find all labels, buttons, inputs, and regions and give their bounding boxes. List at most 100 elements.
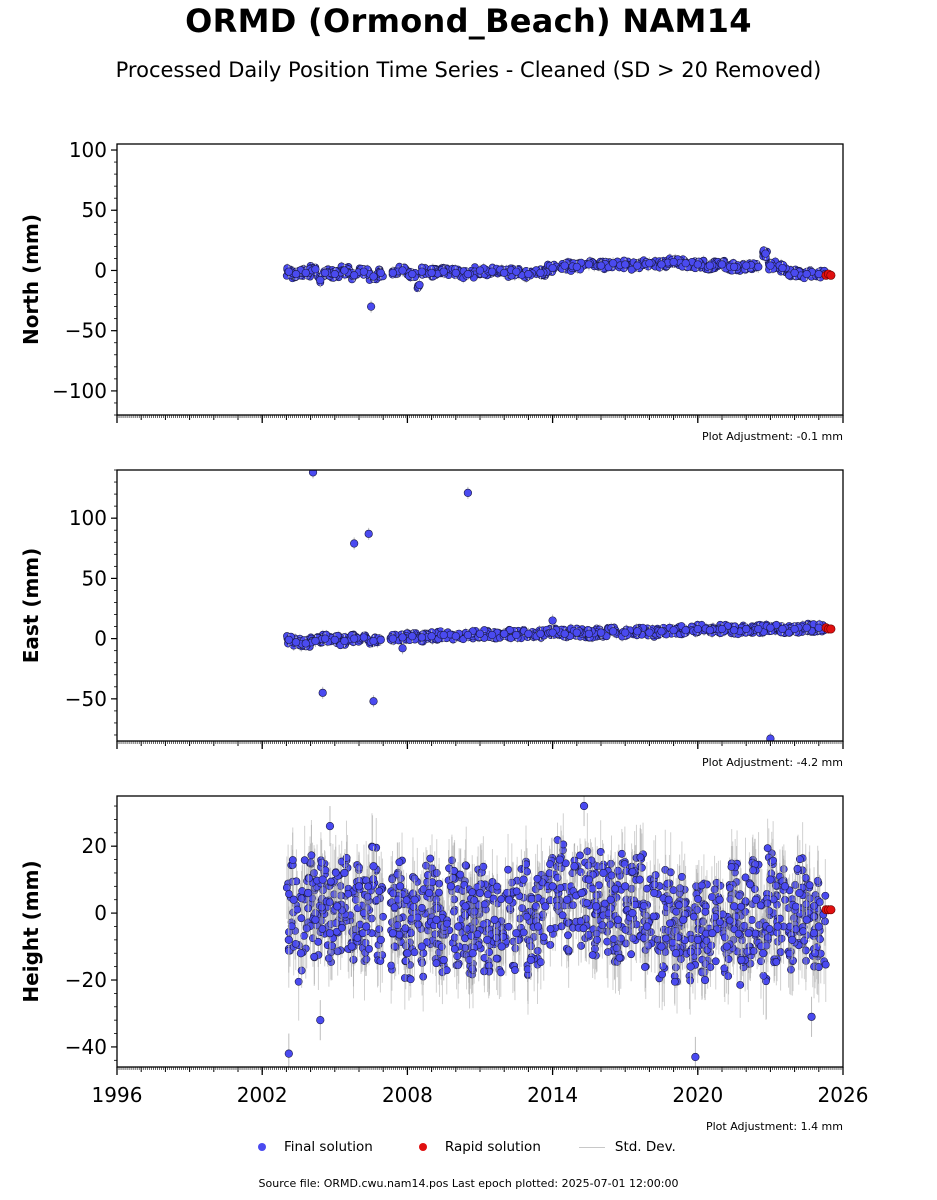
final-solution-point xyxy=(802,623,811,632)
y-tick-label: 0 xyxy=(94,627,107,651)
final-solution-point xyxy=(301,639,310,648)
final-solution-point xyxy=(527,894,536,903)
final-solution-point xyxy=(778,624,787,634)
final-solution-point xyxy=(318,688,327,697)
final-solution-point xyxy=(645,628,654,637)
final-solution-point xyxy=(779,865,788,874)
final-solution-point xyxy=(369,636,378,646)
final-solution-point xyxy=(633,627,642,636)
final-solution-point xyxy=(439,267,448,276)
final-solution-point xyxy=(627,265,636,274)
final-solution-point xyxy=(802,269,811,279)
final-solution-point xyxy=(754,624,763,634)
final-solution-point xyxy=(790,624,799,634)
final-solution-point xyxy=(584,629,594,638)
final-solution-point xyxy=(717,260,727,269)
final-solution-point xyxy=(439,630,448,640)
final-solution-point xyxy=(584,260,594,269)
final-solution-point xyxy=(350,634,359,643)
final-solution-point xyxy=(814,269,823,279)
final-solution-point xyxy=(364,529,373,538)
final-solution-point xyxy=(548,263,557,273)
final-solution-point xyxy=(754,262,763,271)
final-solution-point xyxy=(417,633,427,642)
final-solution-point xyxy=(524,629,533,638)
final-solution-point xyxy=(488,630,497,640)
final-solution-point xyxy=(311,636,320,646)
y-tick-label: −50 xyxy=(65,319,107,343)
final-solution-point xyxy=(584,930,593,939)
y-tick-label: −100 xyxy=(52,379,107,403)
plot-adjustment-note: Plot Adjustment: -0.1 mm xyxy=(702,430,843,443)
final-solution-point xyxy=(557,922,566,931)
final-solution-point xyxy=(604,948,612,956)
final-solution-point xyxy=(693,260,702,269)
final-solution-point xyxy=(657,260,666,269)
final-solution-point xyxy=(512,267,521,276)
final-solution-point xyxy=(372,896,381,905)
final-solution-point xyxy=(778,263,787,273)
final-solution-point xyxy=(766,261,775,270)
final-solution-point xyxy=(417,267,427,276)
final-solution-point xyxy=(614,866,622,875)
y-tick-label: 100 xyxy=(69,138,107,162)
final-solution-point xyxy=(785,628,793,637)
final-solution-point xyxy=(657,627,666,636)
final-solution-point xyxy=(398,266,407,275)
final-solution-point xyxy=(308,470,318,477)
chart-title: ORMD (Ormond_Beach) NAM14 xyxy=(185,2,752,40)
final-solution-point xyxy=(560,629,569,638)
y-tick-label: 50 xyxy=(82,566,107,590)
final-solution-point xyxy=(576,851,584,860)
final-solution-point xyxy=(603,937,611,946)
final-solution-point xyxy=(398,644,407,653)
final-solution-point xyxy=(316,276,325,285)
final-solution-point xyxy=(330,269,339,279)
y-tick-label: −50 xyxy=(65,687,107,711)
final-solution-point xyxy=(463,488,473,497)
final-solution-point xyxy=(524,269,533,279)
final-solution-point xyxy=(669,626,678,635)
final-solution-point xyxy=(736,980,745,989)
final-solution-point xyxy=(398,633,407,642)
final-solution-point xyxy=(321,268,330,277)
final-solution-point xyxy=(602,632,611,641)
final-solution-point xyxy=(742,261,751,270)
plot-adjustment-note: Plot Adjustment: -4.2 mm xyxy=(702,756,843,769)
final-solution-point xyxy=(536,629,545,638)
final-solution-point xyxy=(606,859,615,868)
plot-area xyxy=(283,470,836,741)
y-axis-label: East (mm) xyxy=(19,548,43,664)
final-solution-point xyxy=(422,861,430,870)
final-solution-point xyxy=(681,259,690,268)
final-solution-point xyxy=(621,628,630,637)
plot-frame xyxy=(116,143,844,416)
y-tick-label: 100 xyxy=(69,506,107,530)
final-solution-point xyxy=(560,261,569,270)
final-solution-point xyxy=(806,894,814,903)
final-solution-point xyxy=(766,623,775,632)
final-solution-point xyxy=(705,626,715,635)
final-solution-point xyxy=(512,630,521,640)
final-solution-point xyxy=(301,268,310,277)
final-solution-point xyxy=(548,616,557,625)
final-solution-point xyxy=(340,266,349,275)
final-solution-point xyxy=(814,623,823,632)
final-solution-point xyxy=(507,878,516,887)
final-solution-point xyxy=(572,262,581,271)
plot-area xyxy=(282,796,836,1067)
final-solution-point xyxy=(340,636,349,646)
final-solution-point xyxy=(350,271,359,280)
final-solution-point xyxy=(777,934,786,943)
plot-frame xyxy=(116,469,844,742)
final-solution-point xyxy=(761,249,770,258)
final-solution-point xyxy=(291,269,301,279)
final-solution-point xyxy=(596,628,606,637)
final-solution-point xyxy=(506,626,514,634)
final-solution-point xyxy=(628,934,637,943)
final-solution-point xyxy=(388,268,397,277)
final-solution-point xyxy=(408,632,417,641)
final-solution-point xyxy=(583,847,592,856)
final-solution-point xyxy=(621,260,630,269)
